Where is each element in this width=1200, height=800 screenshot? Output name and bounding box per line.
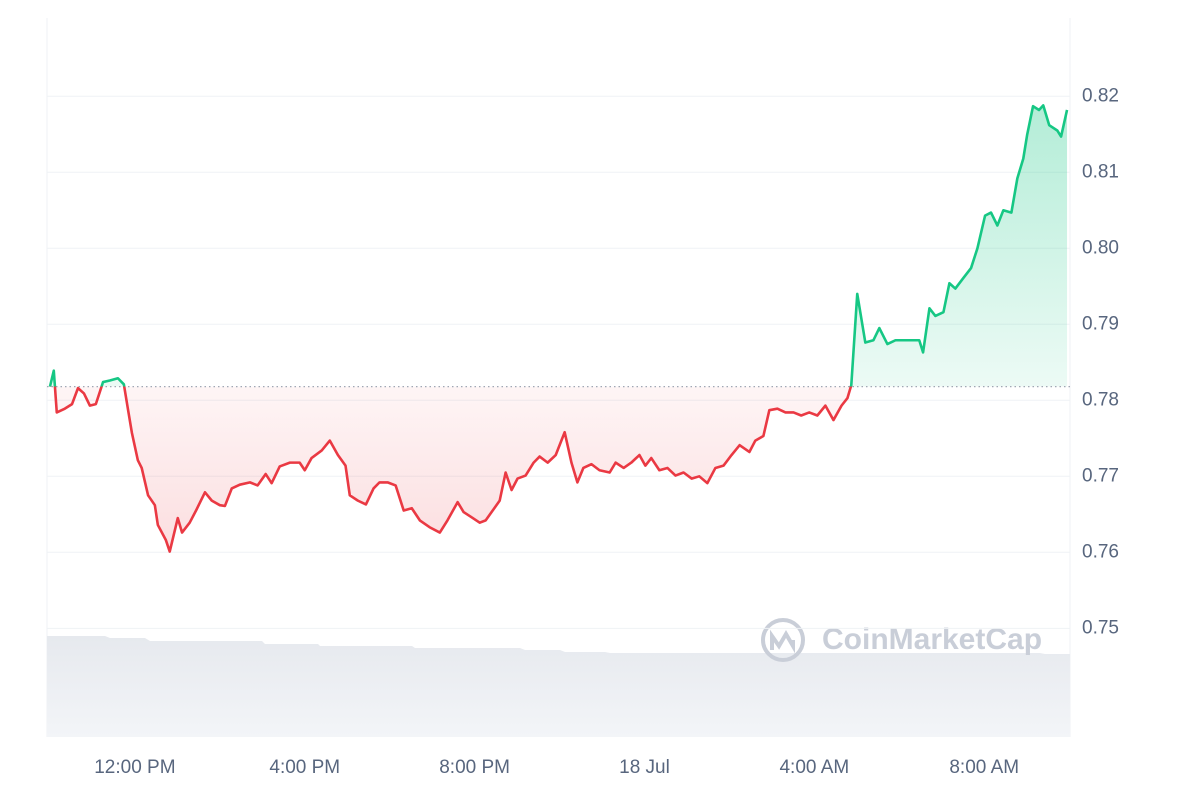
x-tick-label: 8:00 PM <box>439 757 510 778</box>
y-tick-label: 0.82 <box>1082 85 1119 106</box>
x-tick-label: 8:00 AM <box>949 757 1019 778</box>
y-tick-label: 0.80 <box>1082 237 1119 258</box>
price-line <box>48 104 1069 553</box>
y-tick-label: 0.77 <box>1082 465 1119 486</box>
watermark-logo <box>761 618 805 662</box>
y-tick-label: 0.75 <box>1082 617 1119 638</box>
volume-bars <box>47 636 1070 737</box>
x-tick-label: 12:00 PM <box>94 757 175 778</box>
x-tick-label: 18 Jul <box>619 757 670 778</box>
y-tick-label: 0.78 <box>1082 389 1119 410</box>
x-tick-label: 4:00 PM <box>269 757 340 778</box>
y-tick-label: 0.79 <box>1082 313 1119 334</box>
y-tick-label: 0.76 <box>1082 541 1119 562</box>
price-area <box>49 105 1068 552</box>
x-tick-label: 4:00 AM <box>779 757 849 778</box>
y-tick-label: 0.81 <box>1082 161 1119 182</box>
